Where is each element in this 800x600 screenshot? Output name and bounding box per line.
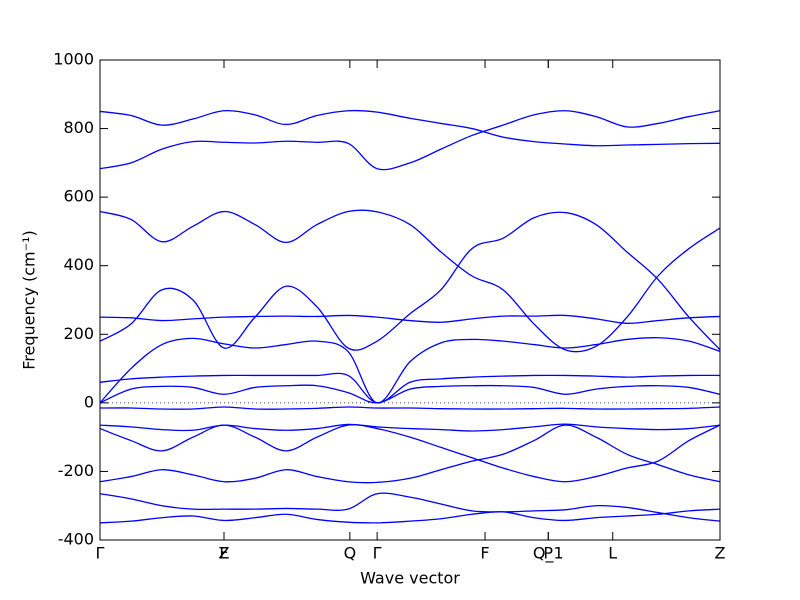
band-line [99, 314, 721, 324]
band-line [99, 492, 721, 522]
band-line [99, 337, 721, 404]
x-tick-label: L [608, 544, 617, 563]
plot-frame [99, 59, 721, 541]
band-line [99, 424, 721, 484]
y-tick-label: -200 [58, 461, 94, 480]
x-tick-label: P [543, 544, 553, 563]
y-tick-label: 1000 [53, 50, 94, 69]
band-line [99, 406, 721, 410]
band-line [99, 211, 721, 351]
y-tick-label: -400 [58, 530, 94, 549]
x-tick-label: F [480, 544, 489, 563]
y-tick-label: 0 [84, 392, 94, 411]
x-tick-label: Γ [373, 544, 382, 563]
band-line [99, 109, 721, 147]
x-tick-label: Z [219, 544, 230, 563]
y-axis-label: Frequency (cm⁻¹) [20, 230, 39, 369]
x-tick-label: Z [715, 544, 726, 563]
band-line [99, 423, 721, 432]
x-tick-label: Q_1 [533, 544, 564, 564]
band-line [99, 209, 721, 353]
band-line [99, 372, 721, 404]
y-tick-label: 400 [63, 255, 94, 274]
band-line [99, 384, 721, 404]
band-line [99, 424, 721, 483]
x-axis-label: Wave vector [360, 569, 460, 588]
band-line [99, 508, 721, 524]
y-tick-label: 200 [63, 324, 94, 343]
x-tick-label: Q [344, 544, 357, 563]
y-tick-label: 600 [63, 187, 94, 206]
y-tick-label: 800 [63, 118, 94, 137]
x-tick-label: Γ [96, 544, 105, 563]
x-tick-label: F [219, 544, 228, 563]
band-line [99, 110, 721, 171]
